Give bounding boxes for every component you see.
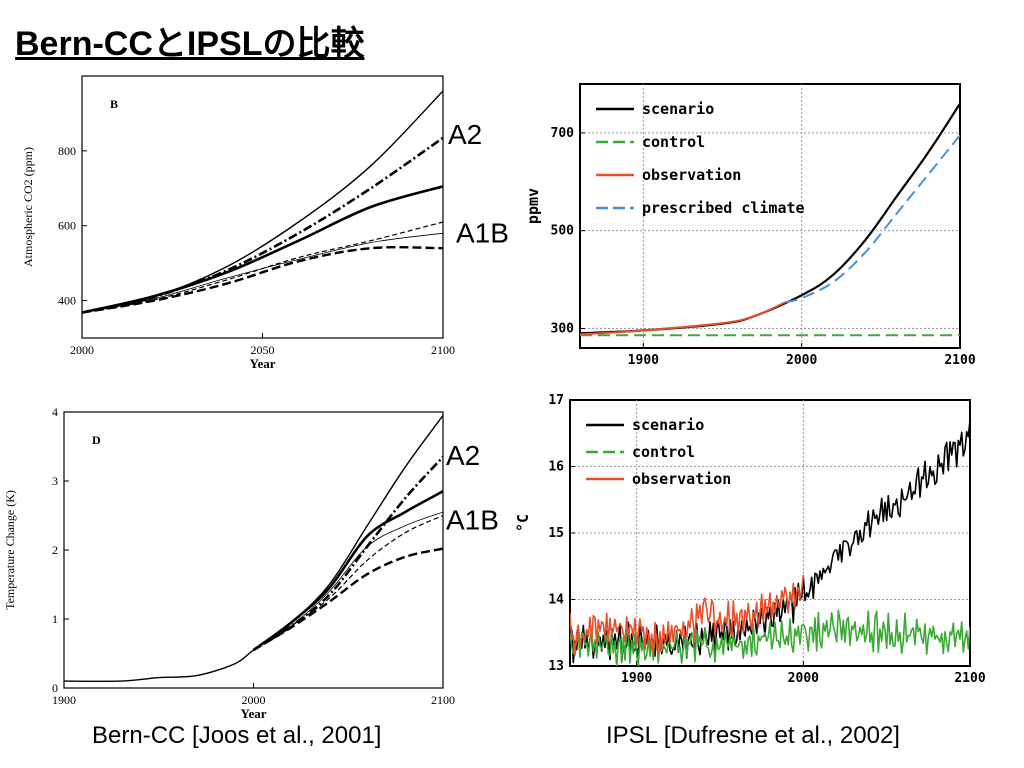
y-tick-label: 16: [548, 460, 564, 475]
legend-label: scenario: [632, 416, 704, 434]
bern-temp-chart: 1900 2000 2100 0 1 2 3 4 Year Temperature Change …: [3, 405, 499, 721]
y-tick-label: 14: [548, 593, 564, 608]
y-tick-label: 17: [548, 393, 564, 408]
series-line-curve-3: [82, 221, 443, 314]
y-tick-label: 2: [52, 543, 58, 557]
y-tick-label: 3: [52, 474, 58, 488]
y-tick-label: 1: [52, 612, 58, 626]
ipsl-temp-chart: 1900 2000 2100 13 14 15 16 17 °C scenario control o…: [514, 393, 986, 686]
plot-frame: [63, 411, 444, 689]
y-tick-label: 500: [551, 224, 575, 239]
annotation-a1b: A1B: [456, 217, 509, 248]
x-tick-label: 2100: [954, 671, 985, 686]
y-tick-label: 400: [58, 294, 76, 308]
series-line-A1B: [252, 490, 443, 652]
x-tick-label: 2050: [251, 343, 275, 357]
y-tick-label: 700: [551, 126, 575, 141]
series-line-A2: [82, 136, 443, 314]
annotation-a1b: A1B: [446, 504, 499, 535]
y-tick-label: 800: [58, 144, 76, 158]
legend-label: control: [642, 133, 705, 151]
legend-label: observation: [642, 166, 741, 184]
series-line-observation: [580, 301, 787, 336]
series-line-A1B: [82, 185, 443, 314]
plot-frame: [579, 83, 961, 349]
x-tick-label: 2100: [944, 353, 975, 368]
series-line-curve-5: [82, 246, 443, 314]
y-tick-label: 300: [551, 321, 575, 336]
y-tick-label: 13: [548, 659, 564, 674]
x-tick-label: 2100: [431, 693, 455, 707]
y-axis-label: ppmv: [524, 188, 542, 224]
y-tick-label: 0: [52, 681, 58, 695]
x-tick-label: 2000: [242, 693, 266, 707]
x-axis-label: Year: [250, 356, 276, 371]
x-tick-label: 2100: [431, 343, 455, 357]
series-line-control: [570, 609, 970, 666]
series-line-observation: [570, 576, 805, 656]
y-axis-label: Temperature Change (K): [3, 490, 17, 610]
legend-label: prescribed climate: [642, 199, 805, 217]
y-axis-label: Atmospheric CO2 (ppm): [21, 147, 35, 267]
x-tick-label: 2000: [70, 343, 94, 357]
bern-co2-chart: 2000 2050 2100 400 600 800 Year Atmospheric CO2…: [21, 75, 509, 371]
panel-label: D: [92, 433, 101, 447]
x-tick-label: 1900: [52, 693, 76, 707]
caption-bern: Bern-CC [Joos et al., 2001]: [92, 722, 382, 749]
annotation-a2: A2: [448, 119, 482, 150]
legend-label: scenario: [642, 100, 714, 118]
y-tick-label: 4: [52, 405, 58, 419]
y-axis-label: °C: [514, 514, 532, 532]
y-tick-label: 15: [548, 526, 564, 541]
series-line-scenario: [580, 102, 960, 335]
x-tick-label: 1900: [621, 671, 652, 686]
x-tick-label: 1900: [628, 353, 659, 368]
x-tick-label: 2000: [788, 671, 819, 686]
series-line-curve-0: [64, 414, 443, 683]
series-line-curve-5: [252, 547, 443, 652]
y-tick-label: 600: [58, 219, 76, 233]
panel-label: B: [110, 97, 118, 111]
series-line-curve-4: [82, 232, 443, 313]
series-line-prescribed-climate: [785, 134, 960, 304]
legend-label: control: [632, 443, 695, 461]
page-title: Bern-CCとIPSLの比較: [15, 25, 365, 63]
ipsl-co2-chart: 1900 2000 2100 300 500 700 ppmv scenario control…: [524, 83, 976, 368]
plot-frame: [81, 75, 444, 339]
annotation-a2: A2: [446, 440, 480, 471]
x-axis-label: Year: [241, 706, 267, 721]
x-tick-label: 2000: [786, 353, 817, 368]
caption-ipsl: IPSL [Dufresne et al., 2002]: [606, 722, 900, 749]
legend-label: observation: [632, 470, 731, 488]
